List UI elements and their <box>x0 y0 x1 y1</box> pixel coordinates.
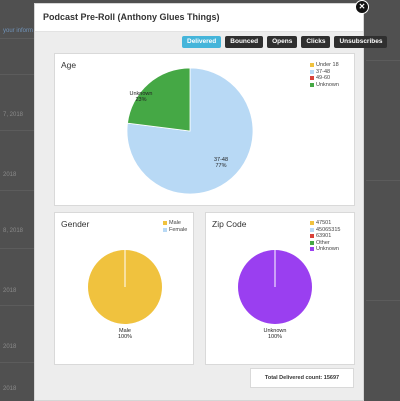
legend-label: Female <box>169 226 188 233</box>
modal-title: Podcast Pre-Roll (Anthony Glues Things) <box>43 12 220 22</box>
tab-bounced[interactable]: Bounced <box>225 36 264 48</box>
slice-percent: 23% <box>135 97 147 103</box>
legend-swatch <box>163 221 167 226</box>
legend-item: Unknown <box>310 82 339 89</box>
modal-header: Podcast Pre-Roll (Anthony Glues Things) <box>35 4 363 32</box>
tab-clicks[interactable]: Clicks <box>301 36 331 48</box>
legend-item: Unknown <box>310 246 340 253</box>
background-divider <box>0 362 34 363</box>
zip-code-pie-chart <box>238 250 312 324</box>
legend-swatch <box>310 69 314 74</box>
legend-swatch <box>310 247 314 252</box>
background-divider <box>0 190 34 191</box>
legend-label: Male <box>169 220 181 227</box>
legend-item: Male <box>163 220 187 227</box>
background-divider <box>0 130 34 131</box>
slice-name: Unknown <box>263 328 287 334</box>
legend-item: Other <box>310 240 340 247</box>
legend-item: Female <box>163 227 187 234</box>
background-text: 8, 2018 <box>3 228 24 234</box>
legend-label: Unknown <box>316 81 339 88</box>
background-text: 7, 2018 <box>3 112 24 118</box>
legend-item: Under 18 <box>310 62 339 69</box>
slice-percent: 100% <box>117 334 133 340</box>
background-text: your inform <box>3 28 34 34</box>
background-divider <box>366 60 400 61</box>
legend-label: 63901 <box>316 233 332 240</box>
pie-slice-label: Unknown 100% <box>255 328 295 340</box>
background-text: 2018 <box>3 172 17 178</box>
slice-percent: 100% <box>267 334 283 340</box>
legend-swatch <box>310 82 314 87</box>
legend-label: 49-60 <box>316 75 331 82</box>
legend-item: 49-60 <box>310 75 339 82</box>
background-divider <box>366 180 400 181</box>
chart-title: Age <box>61 60 77 70</box>
legend-item: 47501 <box>310 220 340 227</box>
close-button[interactable]: ✕ <box>355 0 369 14</box>
pie-slice-label: 37-48 77% <box>206 157 236 169</box>
background-divider <box>0 38 34 39</box>
background-text: 2018 <box>3 386 17 392</box>
background-divider <box>366 300 400 301</box>
gender-chart-panel: Gender Male Female Male 100% <box>54 212 194 365</box>
legend-swatch <box>163 227 167 232</box>
legend-item: 37-48 <box>310 69 339 76</box>
slice-percent: 77% <box>215 163 227 169</box>
zip-code-chart-panel: Zip Code 47501 45065315 63901 Other Unkn… <box>205 212 355 365</box>
legend-label: Other <box>316 239 330 246</box>
chart-legend: 47501 45065315 63901 Other Unknown <box>310 220 340 253</box>
pie-slice-label: Male 100% <box>105 328 145 340</box>
pie-slice-label: Unknown 23% <box>121 91 161 103</box>
legend-item: 63901 <box>310 233 340 240</box>
legend-swatch <box>310 63 314 68</box>
legend-swatch <box>310 227 314 232</box>
legend-label: 37-48 <box>316 68 331 75</box>
legend-swatch <box>310 234 314 239</box>
tab-delivered[interactable]: Delivered <box>182 36 222 48</box>
background-text: 2018 <box>3 288 17 294</box>
legend-label: 47501 <box>316 220 332 227</box>
background-text: 2018 <box>3 344 17 350</box>
pie-slice-37-48 <box>126 67 254 195</box>
slice-name: Unknown <box>129 91 153 97</box>
legend-label: Unknown <box>316 246 339 253</box>
slice-name: 37-48 <box>213 157 229 163</box>
background-divider <box>0 305 34 306</box>
slice-name: Male <box>119 328 131 334</box>
chart-legend: Male Female <box>163 220 187 233</box>
tab-opens[interactable]: Opens <box>267 36 298 48</box>
background-divider <box>0 248 34 249</box>
legend-swatch <box>310 221 314 226</box>
legend-swatch <box>310 240 314 245</box>
background-divider <box>0 74 34 75</box>
close-icon: ✕ <box>358 2 366 11</box>
gender-pie-chart <box>88 250 162 324</box>
report-modal: Podcast Pre-Roll (Anthony Glues Things) … <box>34 0 388 401</box>
legend-label: Under 18 <box>316 62 339 69</box>
legend-item: 45065315 <box>310 227 340 234</box>
tab-unsubscribes[interactable]: Unsubscribes <box>334 36 388 48</box>
metric-tabs: Delivered Bounced Opens Clicks Unsubscri… <box>182 36 388 48</box>
chart-title: Zip Code <box>212 219 247 229</box>
pie-slice-unknown <box>127 67 191 132</box>
chart-legend: Under 18 37-48 49-60 Unknown <box>310 62 339 88</box>
legend-label: 45065315 <box>316 226 341 233</box>
legend-swatch <box>310 76 314 81</box>
chart-title: Gender <box>61 219 90 229</box>
age-pie-chart <box>126 67 254 195</box>
age-chart-panel: Age Under 18 37-48 49-60 Unknown Unknown… <box>54 53 355 206</box>
total-delivered-count: Total Delivered count: 15697 <box>250 368 354 388</box>
